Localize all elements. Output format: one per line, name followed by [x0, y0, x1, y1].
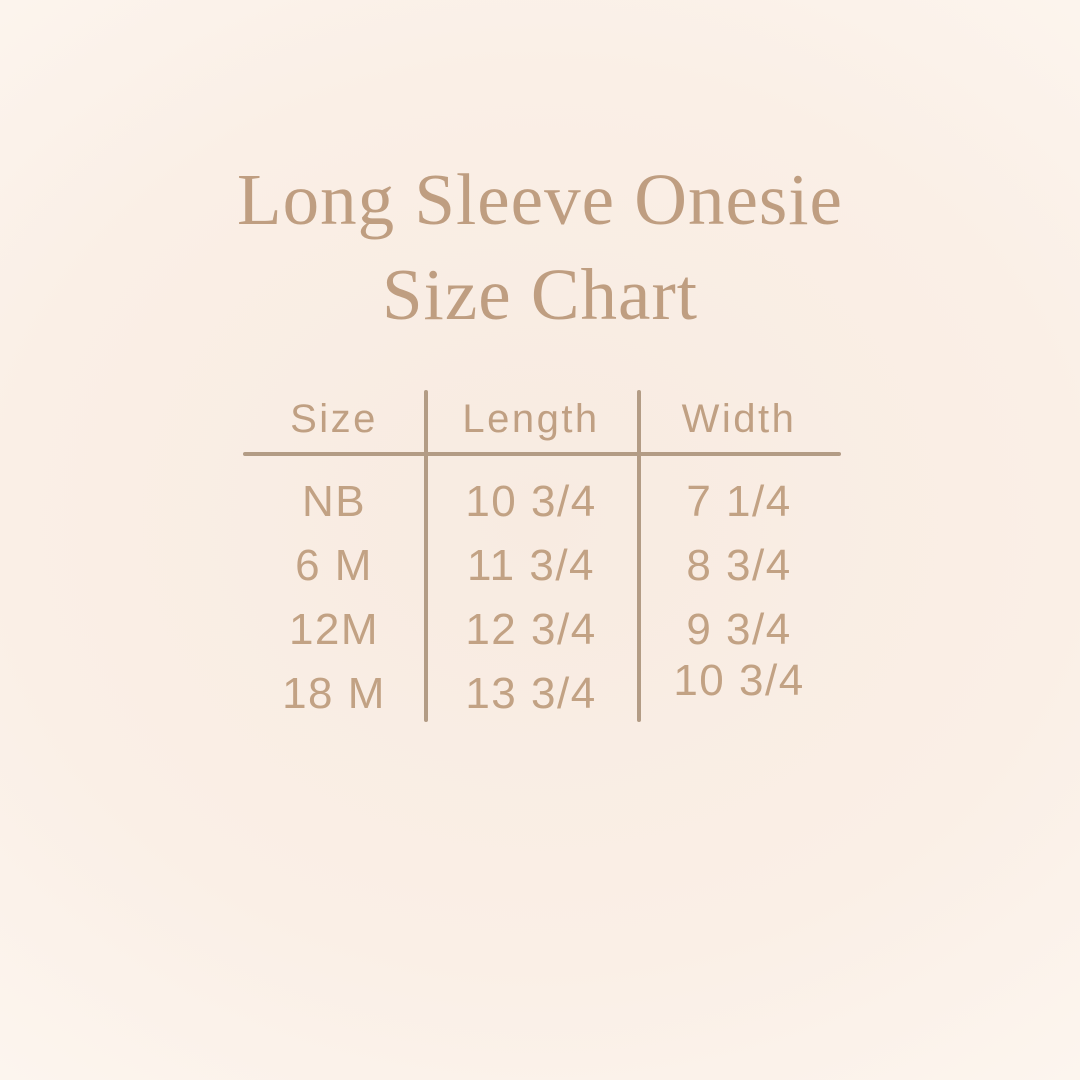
- cell-length-nb: 10 3/4: [465, 477, 597, 526]
- cell-size-nb: NB: [301, 477, 367, 526]
- header-divider-line: [243, 452, 841, 456]
- cell-width-12m: 9 3/4: [686, 605, 792, 654]
- column-header-size: Size: [290, 396, 378, 441]
- title-line-1: Long Sleeve Onesie: [237, 159, 843, 240]
- cell-length-18m: 13 3/4: [465, 669, 597, 718]
- table-header-row: Size Length Width: [243, 388, 841, 450]
- page-title: Long Sleeve Onesie Size Chart: [0, 152, 1080, 342]
- cell-length-6m: 11 3/4: [466, 541, 596, 590]
- cell-width-18m: 10 3/4: [673, 656, 805, 705]
- cell-size-12m: 12M: [288, 605, 380, 654]
- column-divider-line-1: [424, 390, 428, 722]
- column-header-width: Width: [681, 396, 797, 441]
- cell-width-6m: 8 3/4: [686, 541, 792, 590]
- column-divider-line-2: [637, 390, 641, 722]
- cell-length-12m: 12 3/4: [465, 605, 597, 654]
- cell-size-18m: 18 M: [282, 669, 386, 718]
- title-line-2: Size Chart: [381, 254, 699, 335]
- size-table: Size Length Width NB 10 3/4 7 1/4 6 M 11…: [243, 388, 841, 728]
- column-header-length: Length: [462, 396, 600, 441]
- cell-size-6m: 6 M: [295, 541, 373, 590]
- table-body: NB 10 3/4 7 1/4 6 M 11 3/4 8 3/4 12M 12 …: [243, 470, 841, 726]
- cell-width-nb: 7 1/4: [686, 477, 792, 526]
